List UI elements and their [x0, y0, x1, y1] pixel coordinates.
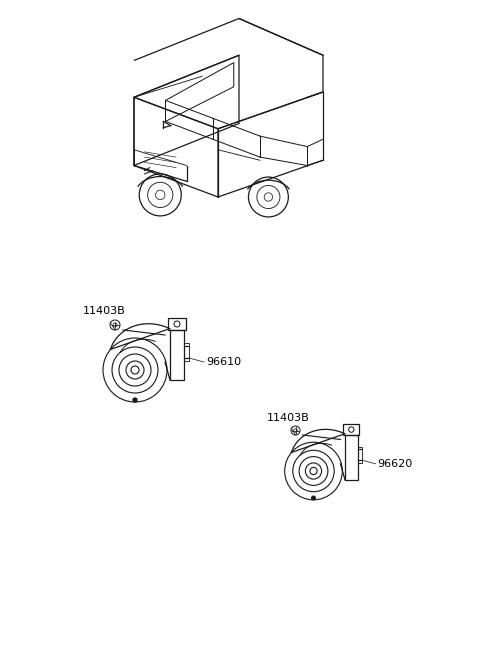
- Text: 11403B: 11403B: [267, 413, 310, 423]
- Bar: [358, 447, 362, 463]
- Circle shape: [312, 496, 315, 500]
- Text: 96620: 96620: [377, 459, 413, 469]
- Bar: [170, 330, 184, 380]
- Bar: [345, 435, 358, 480]
- Bar: [168, 318, 186, 330]
- Circle shape: [133, 398, 137, 402]
- Text: 96610: 96610: [206, 357, 241, 367]
- Bar: [343, 424, 360, 435]
- Text: 11403B: 11403B: [83, 306, 126, 316]
- Bar: [184, 343, 189, 361]
